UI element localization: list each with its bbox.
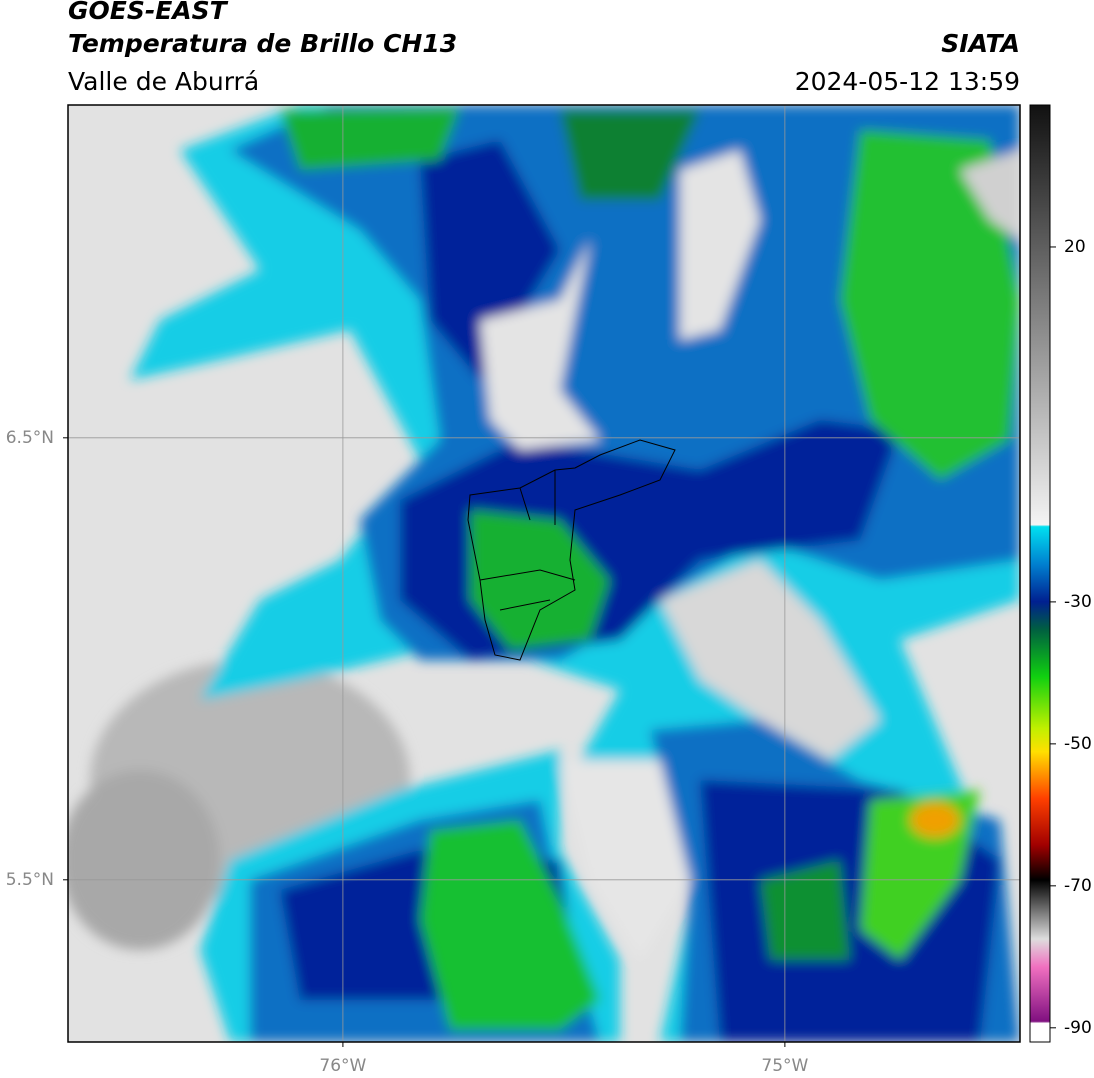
colorbar-label: -70 bbox=[1064, 876, 1092, 896]
title: GOES-EAST bbox=[68, 0, 229, 25]
lat-label: 6.5°N bbox=[6, 428, 54, 448]
region: Valle de Aburrá bbox=[68, 67, 259, 96]
lat-label: 5.5°N bbox=[6, 870, 54, 890]
colorbar-label: -90 bbox=[1064, 1018, 1092, 1038]
colorbar-label: -30 bbox=[1064, 592, 1092, 612]
colorbar-label: -50 bbox=[1064, 734, 1092, 754]
graticule bbox=[68, 105, 1020, 1042]
colorbar bbox=[1029, 104, 1051, 1043]
subtitle: Temperatura de Brillo CH13 bbox=[68, 29, 457, 58]
lon-label: 76°W bbox=[319, 1056, 366, 1076]
datetime: 2024-05-12 13:59 bbox=[795, 67, 1020, 96]
lon-label: 75°W bbox=[761, 1056, 808, 1076]
colorbar-label: 20 bbox=[1064, 237, 1086, 257]
map-frame bbox=[67, 104, 1021, 1043]
satellite-image bbox=[68, 105, 1020, 1042]
source: SIATA bbox=[941, 29, 1020, 58]
